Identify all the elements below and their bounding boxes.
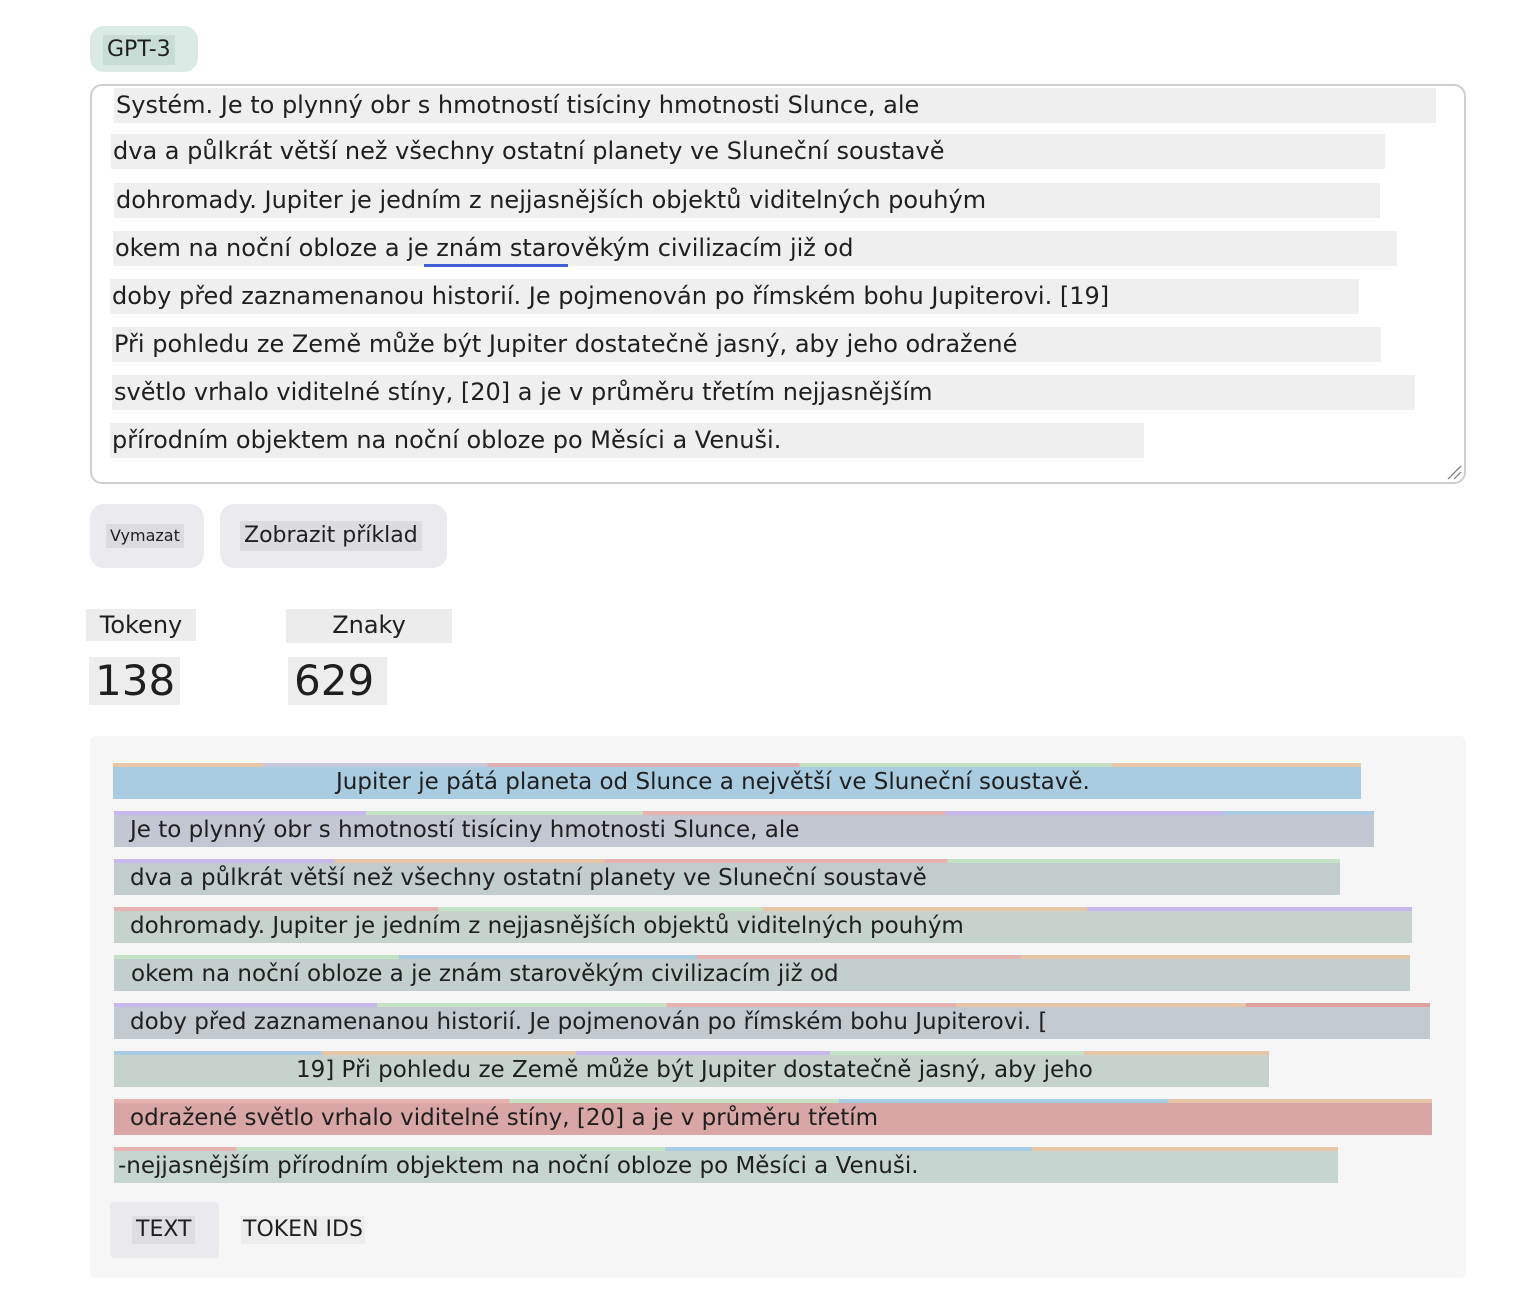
token-line: Jupiter je pátá planeta od Slunce a nejv… — [113, 763, 1361, 799]
tab-text[interactable]: TEXT — [110, 1202, 219, 1258]
token-line: -nejjasnějším přírodním objektem na nočn… — [114, 1147, 1338, 1183]
token-line-text: dva a půlkrát větší než všechny ostatní … — [130, 865, 927, 891]
spellcheck-underline — [424, 264, 568, 267]
token-line: odražené světlo vrhalo viditelné stíny, … — [114, 1099, 1432, 1135]
token-line: doby před zaznamenanou historií. Je pojm… — [114, 1003, 1430, 1039]
tab-token-ids-label: TOKEN IDS — [241, 1216, 365, 1244]
input-line: dohromady. Jupiter je jedním z nejjasněj… — [114, 183, 1380, 218]
tab-text-label: TEXT — [132, 1216, 196, 1244]
tab-token-ids[interactable]: TOKEN IDS — [238, 1202, 368, 1258]
input-line: Při pohledu ze Země může být Jupiter dos… — [112, 327, 1381, 362]
tokens-label: Tokeny — [86, 609, 196, 641]
characters-label: Znaky — [286, 609, 452, 643]
input-line: doby před zaznamenanou historií. Je pojm… — [110, 279, 1359, 314]
input-line: světlo vrhalo viditelné stíny, [20] a je… — [112, 375, 1415, 410]
token-line-text: Je to plynný obr s hmotností tisíciny hm… — [130, 817, 800, 843]
input-line: Systém. Je to plynný obr s hmotností tis… — [114, 88, 1436, 123]
clear-button-label: Vymazat — [106, 524, 184, 548]
token-line-text: -nejjasnějším přírodním objektem na nočn… — [118, 1153, 919, 1179]
show-example-button[interactable]: Zobrazit příklad — [220, 504, 447, 568]
model-badge[interactable]: GPT-3 — [90, 26, 198, 72]
resize-handle-icon[interactable] — [1446, 464, 1462, 480]
prompt-textarea[interactable]: Systém. Je to plynný obr s hmotností tis… — [90, 84, 1466, 484]
token-line: okem na noční obloze a je znám starověký… — [114, 955, 1410, 991]
token-line: 19] Při pohledu ze Země může být Jupiter… — [114, 1051, 1269, 1087]
token-line-text: odražené světlo vrhalo viditelné stíny, … — [130, 1105, 879, 1131]
token-line: dohromady. Jupiter je jedním z nejjasněj… — [114, 907, 1412, 943]
tokenized-output-panel: Jupiter je pátá planeta od Slunce a nejv… — [90, 736, 1466, 1278]
input-line: okem na noční obloze a je znám starověký… — [113, 231, 1397, 266]
token-line-text: doby před zaznamenanou historií. Je pojm… — [130, 1009, 1048, 1035]
token-line-text: Jupiter je pátá planeta od Slunce a nejv… — [336, 769, 1090, 795]
token-line-text: okem na noční obloze a je znám starověký… — [131, 961, 839, 987]
model-label: GPT-3 — [103, 35, 175, 65]
token-line: dva a půlkrát větší než všechny ostatní … — [114, 859, 1340, 895]
characters-count: 629 — [288, 657, 387, 705]
clear-button[interactable]: Vymazat — [90, 504, 204, 568]
token-line-text: 19] Při pohledu ze Země může být Jupiter… — [296, 1057, 1093, 1083]
input-line: přírodním objektem na noční obloze po Mě… — [110, 423, 1144, 458]
input-line: dva a půlkrát větší než všechny ostatní … — [111, 134, 1385, 169]
tokens-count: 138 — [89, 657, 180, 705]
token-line-text: dohromady. Jupiter je jedním z nejjasněj… — [130, 913, 964, 939]
token-line: Je to plynný obr s hmotností tisíciny hm… — [114, 811, 1374, 847]
show-example-button-label: Zobrazit příklad — [240, 521, 422, 551]
